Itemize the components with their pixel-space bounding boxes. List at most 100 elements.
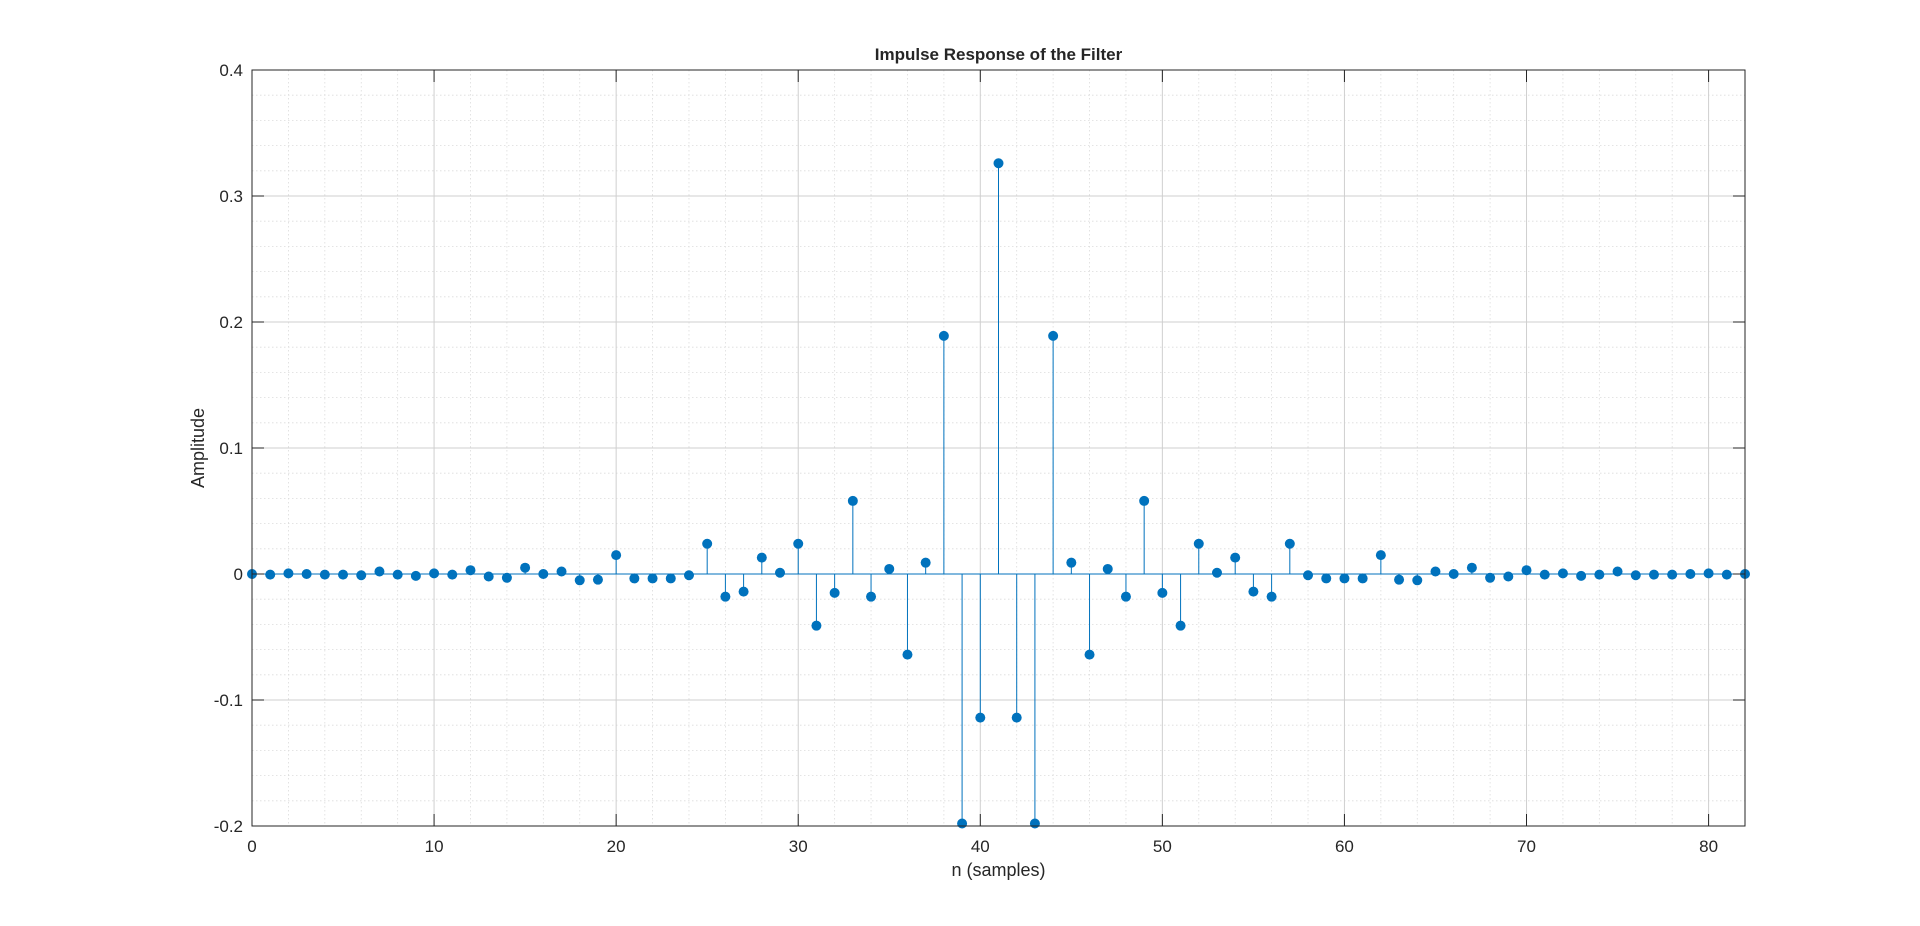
stem-marker [1485, 572, 1496, 583]
y-tick-labels: -0.2 -0.1 0 0.1 0.2 0.3 0.4 [214, 61, 243, 836]
stem-marker [1576, 570, 1587, 581]
x-tick-label: 70 [1517, 837, 1536, 856]
stem-marker [1721, 569, 1732, 580]
stem-marker [866, 591, 877, 602]
x-tick-label: 0 [247, 837, 256, 856]
stem-marker [1521, 565, 1532, 576]
stem-marker [283, 568, 294, 579]
stem-marker [1557, 568, 1568, 579]
stem-marker [647, 573, 658, 584]
stem-marker [338, 569, 349, 580]
stem-marker [1466, 562, 1477, 573]
stem-marker [447, 569, 458, 580]
stem-marker [1011, 712, 1022, 723]
y-tick-label: 0.1 [219, 439, 243, 458]
x-tick-labels: 0 10 20 30 40 50 60 70 80 [247, 837, 1718, 856]
stem-marker [1648, 569, 1659, 580]
stem-marker [592, 574, 603, 585]
stem-marker [1394, 574, 1405, 585]
stem-marker [1139, 495, 1150, 506]
stems [269, 163, 1728, 824]
x-tick-label: 60 [1335, 837, 1354, 856]
stem-marker [1448, 569, 1459, 579]
stem-marker [265, 569, 276, 580]
minor-grid [252, 70, 1746, 826]
stem-marker [683, 570, 694, 581]
stem-marker [1284, 538, 1295, 549]
stem-marker [1667, 569, 1678, 580]
stem-marker [574, 575, 585, 586]
stem-marker [1339, 573, 1350, 584]
stem-marker [1594, 569, 1605, 580]
stem-marker [1375, 550, 1386, 561]
stem-marker [957, 818, 968, 829]
tick-marks [251, 69, 1745, 827]
y-tick-label: 0.4 [219, 61, 243, 80]
stem-marker [829, 587, 840, 598]
y-tick-label: 0.3 [219, 187, 243, 206]
stem-marker [884, 563, 895, 574]
stem-marker [1066, 557, 1077, 568]
x-tick-label: 80 [1699, 837, 1718, 856]
stem-marker [1175, 620, 1186, 631]
stem-marker [938, 330, 949, 341]
stem-marker [410, 570, 421, 581]
stem-marker [1685, 569, 1696, 579]
stem-marker [465, 565, 476, 576]
stem-marker [993, 158, 1004, 169]
stem-marker [429, 568, 440, 579]
stem-marker [556, 566, 567, 577]
x-tick-label: 50 [1153, 837, 1172, 856]
y-tick-label: -0.1 [214, 691, 243, 710]
stem-marker [520, 562, 531, 573]
stem-marker [1211, 567, 1222, 578]
stem-marker [356, 570, 367, 581]
stem-marker [775, 567, 786, 578]
stem-marker [1357, 573, 1368, 584]
stem-marker [501, 572, 512, 583]
stem-marker [1120, 591, 1131, 602]
stem-marker [1230, 552, 1241, 563]
stem-marker [538, 569, 549, 579]
stem-marker [301, 569, 312, 579]
stem-marker [1703, 568, 1714, 579]
x-axis-label: n (samples) [951, 860, 1045, 880]
stem-marker [1430, 566, 1441, 577]
stem-marker [1612, 566, 1623, 577]
stem-marker [920, 557, 931, 568]
y-axis-label: Amplitude [188, 408, 208, 488]
stem-marker [738, 586, 749, 597]
stem-marker [319, 569, 330, 580]
stem-marker [1503, 571, 1514, 582]
x-tick-label: 20 [607, 837, 626, 856]
stem-marker [975, 712, 986, 723]
stem-marker [1193, 538, 1204, 549]
y-tick-label: 0.2 [219, 313, 243, 332]
stem-marker [847, 495, 858, 506]
stem-marker [1303, 570, 1314, 581]
markers [247, 158, 1750, 829]
stem-marker [1102, 563, 1113, 574]
stem-marker [793, 538, 804, 549]
stem-marker [392, 569, 403, 580]
stem-marker [1412, 575, 1423, 586]
stem-marker [1029, 818, 1040, 829]
stem-marker [611, 550, 622, 561]
stem-marker [720, 591, 731, 602]
stem-marker [1630, 570, 1641, 581]
stem-marker [756, 552, 767, 563]
stem-marker [1248, 586, 1259, 597]
x-tick-label: 40 [971, 837, 990, 856]
chart-title: Impulse Response of the Filter [875, 45, 1123, 64]
stem-marker [1084, 649, 1095, 660]
stem-marker [1321, 573, 1332, 584]
stem-marker [1048, 330, 1059, 341]
y-tick-label: -0.2 [214, 817, 243, 836]
stem-marker [702, 538, 713, 549]
stem-marker [811, 620, 822, 631]
x-tick-label: 30 [789, 837, 808, 856]
stem-marker [629, 573, 640, 584]
stem-marker [902, 649, 913, 660]
x-tick-label: 10 [425, 837, 444, 856]
